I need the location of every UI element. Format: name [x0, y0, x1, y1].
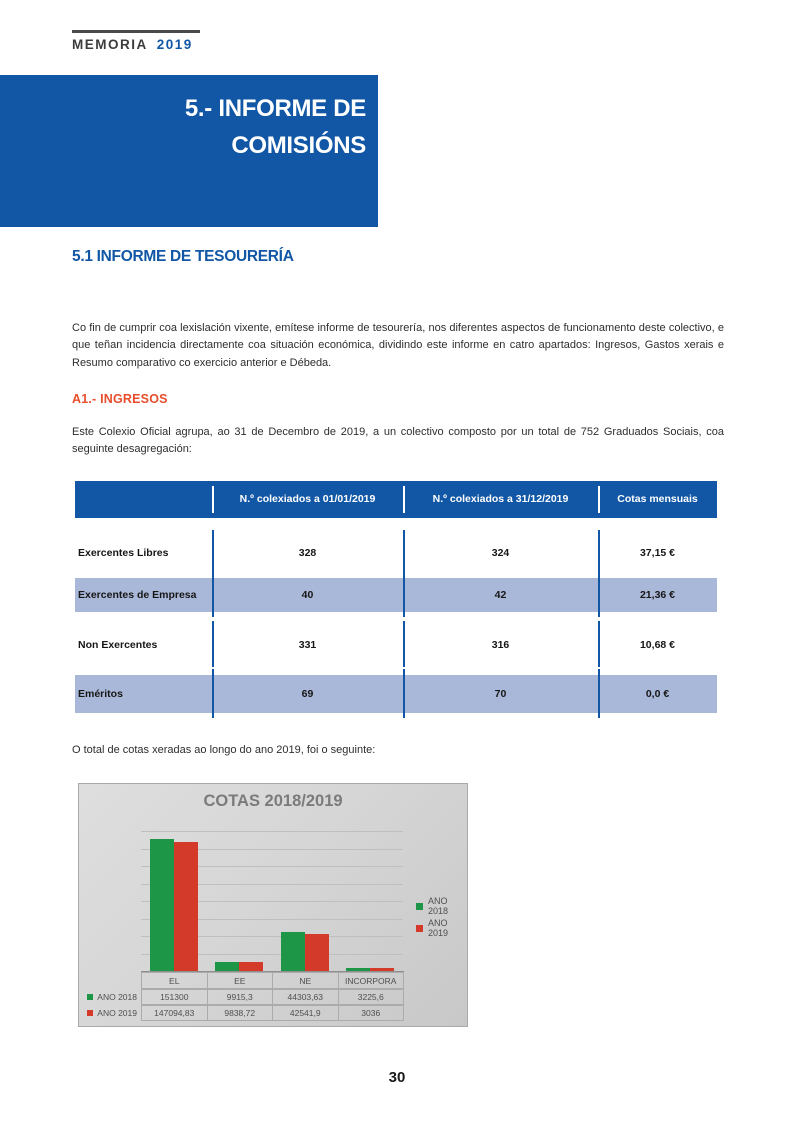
legend-label: ANO 2019 [428, 918, 449, 938]
header-year: 2019 [156, 37, 193, 52]
bar-ano-2019-ne [304, 933, 329, 971]
page-number: 30 [388, 1069, 406, 1086]
row-col3: 10,68 € [639, 638, 676, 651]
table-row: Exercentes Libres 328 324 37,15 € [75, 530, 717, 575]
row-col3: 21,36 € [639, 589, 676, 601]
row-divider [212, 669, 214, 718]
chart-table-value: 44303,63 [272, 989, 339, 1005]
cotas-bar-chart: COTAS 2018/2019 ANO 2018 ANO 2019 EL 151300… [78, 783, 468, 1027]
row-col1: 69 [301, 688, 314, 700]
bar-ano-2019-ee [239, 962, 264, 971]
ingresos-paragraph: Este Colexio Oficial agrupa, ao 31 de De… [72, 426, 724, 456]
chart-gridline [141, 848, 403, 850]
chart-gridline [141, 936, 403, 937]
chart-gridline [141, 831, 403, 832]
series-label: ANO 2019 [97, 1008, 137, 1018]
chart-gridline [141, 953, 403, 955]
chart-table-value: 3036 [337, 1005, 404, 1021]
bar-ano-2018-incorpora [346, 968, 371, 971]
chart-table-category: EE [206, 972, 273, 989]
row-divider [598, 669, 600, 718]
header-cell-col3: Cotas mensuais [617, 493, 698, 505]
chart-table-category: EL [141, 972, 208, 989]
row-divider [403, 572, 405, 617]
table-row: Eméritos 69 70 0,0 € [75, 669, 717, 718]
row-col1: 40 [301, 589, 314, 601]
legend-swatch [87, 1010, 94, 1016]
chapter-title-line2: COMISIÓNS [231, 132, 366, 159]
header-divider [598, 486, 600, 513]
row-col1: 331 [298, 638, 317, 651]
legend-swatch [416, 902, 423, 910]
legend-swatch [87, 994, 94, 1000]
header-cell-col1: N.º colexiados a 01/01/2019 [239, 493, 376, 505]
row-col2: 42 [494, 589, 507, 601]
chart-table-value: 42541,9 [272, 1005, 339, 1021]
row-divider [212, 530, 214, 575]
chapter-banner: 5.- INFORME DE COMISIÓNS [0, 75, 378, 227]
row-col2: 316 [491, 638, 510, 651]
chart-table-value: 147094,83 [141, 1005, 208, 1021]
section-title: 5.1 INFORME DE TESOURERÍA [72, 248, 294, 265]
header-brand: MEMORIA [72, 37, 148, 52]
header-divider [212, 486, 214, 513]
running-header: MEMORIA 2019 [72, 37, 193, 52]
chart-x-axis [141, 971, 404, 972]
row-col2: 324 [491, 547, 510, 559]
chart-table-value: 151300 [141, 989, 208, 1005]
row-divider [598, 530, 600, 575]
bar-ano-2018-el [149, 838, 174, 971]
chart-legend-item: ANO 2018 [416, 896, 467, 916]
row-col1: 328 [298, 547, 317, 559]
chapter-title: 5.- INFORME DE COMISIÓNS [185, 90, 366, 164]
row-divider [403, 669, 405, 718]
chart-gridline [141, 918, 403, 920]
chart-gridline [141, 901, 403, 902]
header-rule [72, 30, 200, 33]
chart-gridline [141, 883, 403, 885]
chart-table-value: 3225,6 [337, 989, 404, 1005]
row-divider [403, 530, 405, 575]
row-divider [212, 621, 214, 667]
row-divider [212, 572, 214, 617]
table-row: Non Exercentes 331 316 10,68 € [75, 621, 717, 667]
row-divider [598, 572, 600, 617]
members-table: N.º colexiados a 01/01/2019 N.º colexiad… [75, 481, 717, 718]
legend-label: ANO 2018 [428, 896, 449, 916]
chart-table-value: 9838,72 [206, 1005, 273, 1021]
chapter-title-line1: 5.- INFORME DE [184, 95, 366, 122]
table-row: Exercentes de Empresa 40 42 21,36 € [75, 572, 717, 617]
bar-ano-2019-el [173, 842, 198, 971]
chart-legend-item: ANO 2019 [416, 918, 467, 938]
chart-table-series-label: ANO 2019 [83, 1005, 137, 1021]
chart-table-series-label: ANO 2018 [83, 989, 137, 1005]
row-label: Exercentes de Empresa [78, 589, 197, 601]
bar-ano-2018-ne [280, 932, 305, 971]
chart-gridline [141, 866, 403, 867]
header-cell-col2: N.º colexiados a 31/12/2019 [432, 493, 569, 505]
row-label: Eméritos [78, 688, 123, 700]
intro-paragraph: Co fin de cumprir coa lexislación vixent… [72, 322, 724, 369]
cotas-paragraph: O total de cotas xeradas ao longo do ano… [72, 744, 376, 756]
bar-ano-2018-ee [215, 962, 240, 971]
row-label: Non Exercentes [78, 638, 158, 651]
row-col2: 70 [494, 688, 507, 700]
series-label: ANO 2018 [97, 992, 137, 1002]
chart-table-category: NE [272, 972, 339, 989]
subsection-title: A1.- INGRESOS [72, 392, 168, 406]
chart-table-category: INCORPORA [337, 972, 404, 989]
row-col3: 0,0 € [645, 688, 670, 700]
row-label: Exercentes Libres [78, 547, 169, 559]
row-col3: 37,15 € [639, 547, 676, 559]
chart-table-value: 9915,3 [206, 989, 273, 1005]
header-divider [403, 486, 405, 513]
members-table-header: N.º colexiados a 01/01/2019 N.º colexiad… [75, 481, 717, 518]
legend-swatch [416, 924, 423, 932]
row-divider [403, 621, 405, 667]
row-divider [598, 621, 600, 667]
bar-ano-2019-incorpora [370, 968, 395, 971]
chart-title: COTAS 2018/2019 [203, 792, 343, 810]
